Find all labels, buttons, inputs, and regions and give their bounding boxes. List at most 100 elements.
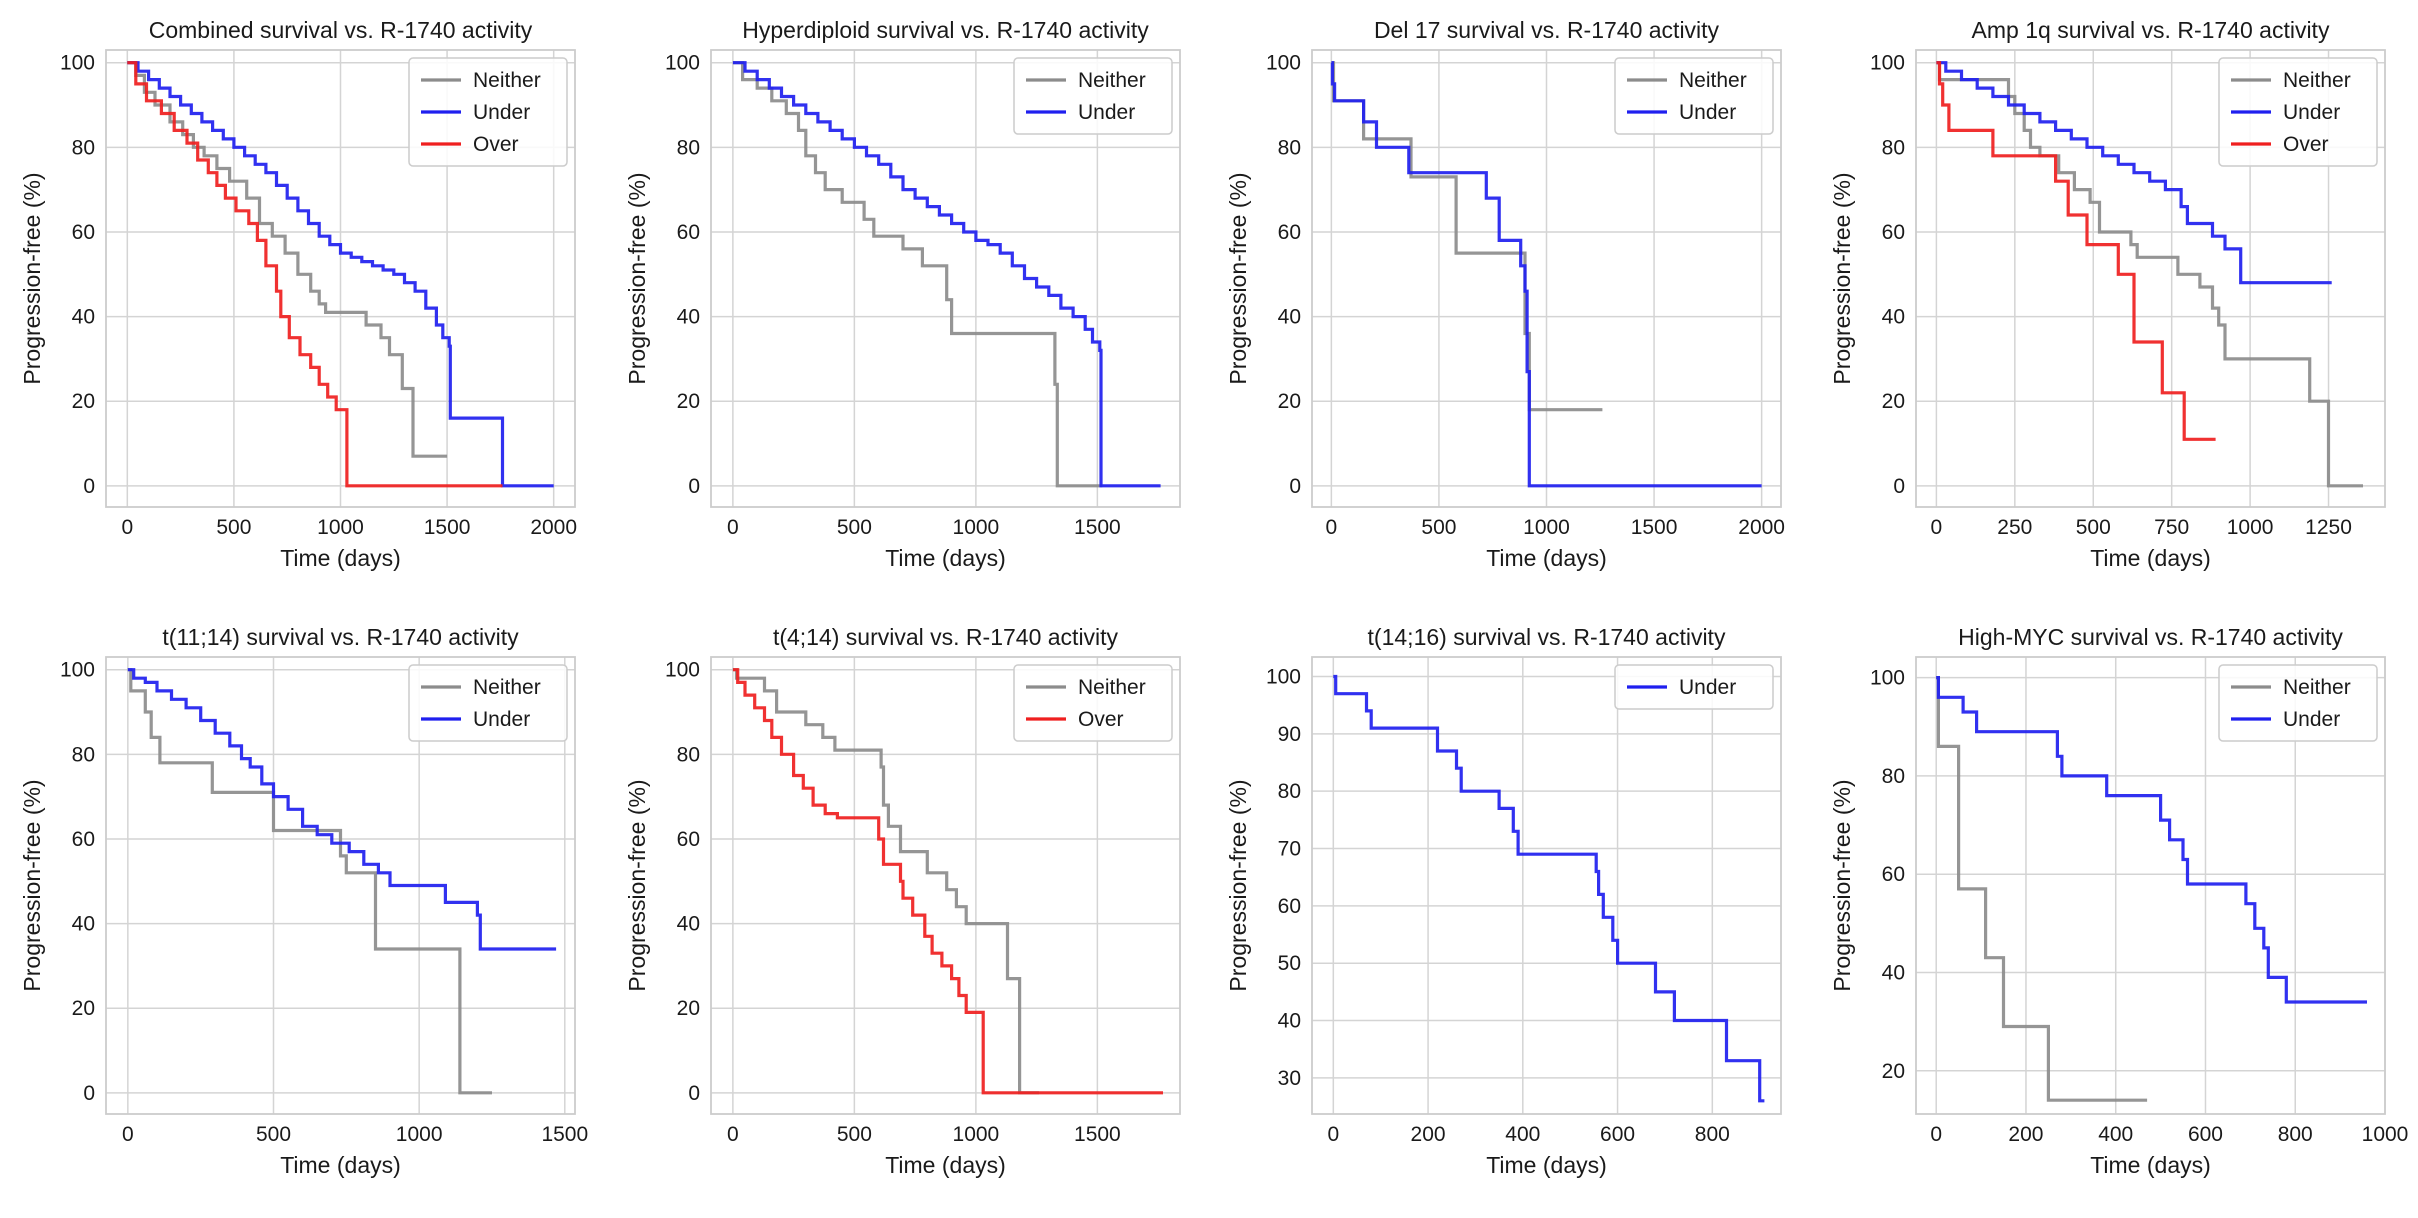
x-tick-label: 1500	[1631, 516, 1678, 539]
series-line-over	[1936, 61, 2216, 441]
chart-panel-3: 0 500 1000 1500 2000 0 20 40 60 80 100 Del 17 survi…	[1225, 17, 1785, 571]
legend-box	[2218, 57, 2378, 167]
y-tick-label: 60	[72, 828, 95, 851]
y-tick-label: 40	[1278, 306, 1301, 329]
x-tick-label: 500	[2076, 516, 2111, 539]
chart-panel-8: 0 200 400 600 800 1000 20 40 60 80 100 High-MYC sur…	[1829, 624, 2408, 1178]
y-tick-label: 40	[677, 306, 700, 329]
chart-title: Amp 1q survival vs. R-1740 activity	[1972, 17, 2330, 43]
legend-box	[1614, 664, 1774, 710]
x-tick-label: 0	[1327, 1123, 1339, 1146]
x-tick-label: 1000	[2227, 516, 2274, 539]
legend-box	[1614, 57, 1774, 135]
legend: Neither Under	[408, 664, 568, 742]
chart-title: Del 17 survival vs. R-1740 activity	[1374, 17, 1720, 43]
legend: Neither Under Over	[408, 57, 568, 167]
y-tick-label: 100	[665, 52, 700, 75]
legend-label-over: Over	[1078, 708, 1124, 731]
x-tick-label: 1500	[1074, 516, 1121, 539]
plot-frame	[105, 656, 576, 1115]
x-axis-label: Time (days)	[885, 545, 1006, 571]
y-tick-label: 30	[1278, 1067, 1301, 1090]
y-axis-label: Progression-free (%)	[1225, 172, 1251, 384]
y-tick-label: 80	[677, 743, 700, 766]
series-line-under	[1333, 674, 1765, 1103]
y-tick-label: 0	[83, 475, 95, 498]
y-tick-label: 0	[688, 475, 700, 498]
y-tick-label: 20	[1882, 1060, 1905, 1083]
legend-label-under: Under	[2283, 708, 2340, 731]
y-tick-label: 40	[72, 913, 95, 936]
y-tick-label: 100	[60, 52, 95, 75]
x-tick-label: 1250	[2305, 516, 2352, 539]
chart-title: Hyperdiploid survival vs. R-1740 activit…	[742, 17, 1149, 43]
series-line-neither	[1936, 61, 2363, 488]
y-axis-label: Progression-free (%)	[19, 779, 45, 991]
x-tick-label: 500	[1421, 516, 1456, 539]
chart-title: t(14;16) survival vs. R-1740 activity	[1368, 624, 1726, 650]
y-axis-label: Progression-free (%)	[1829, 172, 1855, 384]
y-tick-label: 100	[1266, 52, 1301, 75]
x-tick-label: 600	[1600, 1123, 1635, 1146]
x-tick-label: 800	[2278, 1123, 2313, 1146]
y-tick-label: 40	[677, 913, 700, 936]
plot-frame	[1311, 49, 1782, 508]
legend: Under	[1614, 664, 1774, 710]
x-tick-label: 750	[2154, 516, 2189, 539]
series-line-over	[127, 61, 503, 488]
x-tick-label: 1000	[2362, 1123, 2409, 1146]
y-tick-label: 60	[1882, 221, 1905, 244]
chart-panel-1: 0 500 1000 1500 2000 0 20 40 60 80 100 Combined sur…	[19, 17, 577, 571]
x-axis-label: Time (days)	[885, 1152, 1006, 1178]
x-tick-label: 1000	[317, 516, 364, 539]
y-tick-label: 60	[677, 221, 700, 244]
y-tick-label: 40	[1278, 1010, 1301, 1033]
x-axis-label: Time (days)	[2090, 1152, 2211, 1178]
legend-label-under: Under	[2283, 101, 2340, 124]
y-tick-label: 40	[72, 306, 95, 329]
x-tick-label: 1500	[1074, 1123, 1121, 1146]
y-tick-label: 20	[1278, 390, 1301, 413]
y-tick-label: 100	[665, 659, 700, 682]
x-tick-label: 400	[2098, 1123, 2133, 1146]
legend-label-neither: Neither	[1078, 676, 1146, 699]
legend-label-over: Over	[2283, 133, 2329, 156]
series-line-under	[1936, 61, 2332, 285]
series-line-neither	[732, 61, 1103, 488]
y-tick-label: 50	[1278, 952, 1301, 975]
chart-panel-2: 0 500 1000 1500 0 20 40 60 80 100 Hyperdiploid sur…	[624, 17, 1181, 571]
y-tick-label: 80	[1882, 136, 1905, 159]
y-tick-label: 60	[1882, 863, 1905, 886]
x-tick-label: 500	[837, 516, 872, 539]
x-tick-label: 0	[1326, 516, 1338, 539]
y-tick-label: 20	[1882, 390, 1905, 413]
series-line-neither	[1936, 676, 2148, 1102]
series-line-neither	[732, 668, 1040, 1095]
legend: Neither Under Over	[2218, 57, 2378, 167]
x-tick-label: 0	[727, 1123, 739, 1146]
y-tick-label: 0	[83, 1082, 95, 1105]
legend-label-neither: Neither	[473, 676, 541, 699]
y-axis-label: Progression-free (%)	[1829, 779, 1855, 991]
chart-title: t(4;14) survival vs. R-1740 activity	[773, 624, 1119, 650]
legend-label-under: Under	[473, 708, 530, 731]
plot-frame	[710, 656, 1181, 1115]
x-axis-label: Time (days)	[280, 545, 401, 571]
series-line-under	[127, 61, 554, 488]
legend-label-neither: Neither	[1078, 69, 1146, 92]
series-line-under	[1330, 61, 1762, 488]
series-line-under	[1936, 676, 2367, 1004]
x-tick-label: 0	[1931, 516, 1943, 539]
x-tick-label: 600	[2188, 1123, 2223, 1146]
legend-box	[408, 664, 568, 742]
legend: Neither Under	[2218, 664, 2378, 742]
x-tick-label: 2000	[530, 516, 577, 539]
plot-frame	[105, 49, 576, 508]
legend-label-under: Under	[1679, 101, 1736, 124]
x-tick-label: 200	[2008, 1123, 2043, 1146]
y-tick-label: 60	[1278, 895, 1301, 918]
y-tick-label: 90	[1278, 723, 1301, 746]
x-axis-label: Time (days)	[1486, 1152, 1607, 1178]
x-tick-label: 200	[1411, 1123, 1446, 1146]
